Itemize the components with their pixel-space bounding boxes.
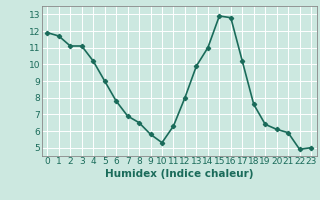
X-axis label: Humidex (Indice chaleur): Humidex (Indice chaleur) xyxy=(105,169,253,179)
